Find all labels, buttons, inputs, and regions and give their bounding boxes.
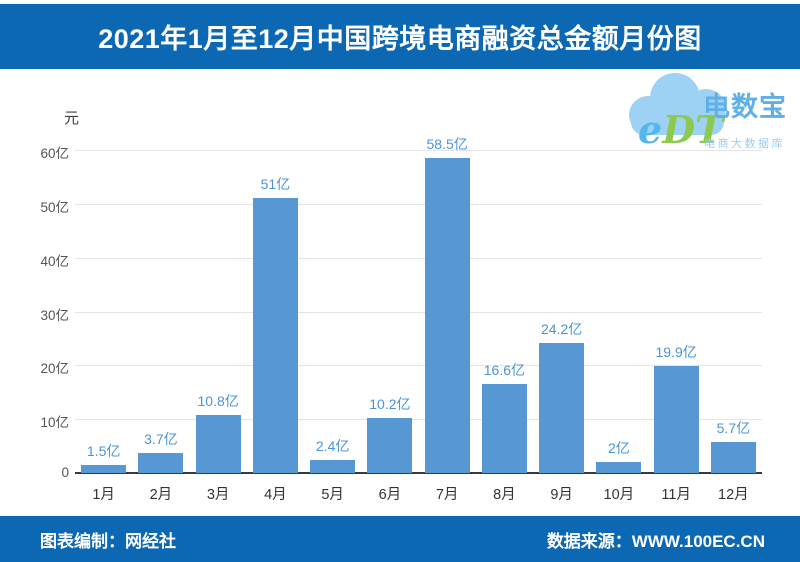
bar-value-label: 24.2亿 [541,320,583,337]
bar [252,198,298,473]
chart-area: 元 0 10亿 20亿 30亿 40亿 50亿 60亿 1.5亿 1月 3.7亿 2月 10.8亿 3月… [0,69,800,516]
bar [710,442,756,473]
bar-value-label: 3.7亿 [144,431,178,448]
bar [596,462,642,473]
bar-value-label: 10.8亿 [197,392,239,409]
y-axis-tick-label: 40亿 [40,253,69,269]
footer-credit: 图表编制：网经社 [40,531,176,551]
x-axis-line [75,472,762,474]
y-axis-tick-label: 60亿 [40,146,69,161]
bar-value-label: 5.7亿 [716,420,751,437]
bar [81,464,127,473]
edt-logo: eDT 电数宝 电商大数据库 [618,71,798,153]
x-axis-tick-label: 8月 [493,487,516,503]
bar-value-label: 58.5亿 [426,136,468,153]
bar [653,365,699,473]
x-axis-tick-label: 2月 [149,487,173,503]
x-axis-tick-label: 3月 [206,487,230,503]
x-axis-tick-label: 11月 [661,487,691,503]
cloud-icon [629,73,726,135]
bar-value-label: 19.9亿 [655,343,697,360]
bar-value-label: 2.4亿 [315,438,350,455]
y-axis-tick-label: 10亿 [40,415,69,431]
gridline [75,311,762,313]
y-axis-tick-label: 30亿 [40,307,69,323]
gridline [75,257,762,259]
x-axis-tick-label: 6月 [378,487,402,503]
bar-value-label: 10.2亿 [369,396,411,413]
x-axis-tick-label: 1月 [92,487,115,503]
gridline [75,203,762,205]
x-axis-tick-label: 12月 [718,487,749,503]
gridline [75,419,762,421]
bar-value-label: 51亿 [260,176,291,193]
bar-value-label: 1.5亿 [86,442,121,459]
bar-value-label: 2亿 [607,440,630,457]
bar [310,460,356,473]
bar [424,158,470,473]
edt-cloud-logo-graphic: eDT [629,73,726,152]
logo-name: 电数宝 [703,92,787,122]
gridline [75,150,762,151]
gridline [75,365,762,367]
y-axis-unit-label: 元 [64,110,80,127]
title-bar: 2021年1月至12月中国跨境电商融资总金额月份图 [0,4,800,69]
bar [539,342,585,473]
x-axis-tick-label: 4月 [264,487,287,503]
x-axis-tick-label: 5月 [321,487,344,503]
y-axis-tick-label: 20亿 [40,361,69,377]
page-title: 2021年1月至12月中国跨境电商融资总金额月份图 [98,24,702,54]
bar-value-label: 16.6亿 [483,361,525,378]
bar [367,418,413,473]
bar [195,414,241,473]
edt-logo-text: eDT [638,107,726,152]
bar [138,453,184,473]
bar [481,383,527,473]
x-axis-tick-label: 7月 [435,487,459,503]
footer-source: 数据来源：WWW.100EC.CN [546,531,765,551]
footer-bar: 图表编制：网经社 数据来源：WWW.100EC.CN [0,516,800,562]
x-axis-tick-label: 10月 [603,487,635,503]
plot-area: 0 10亿 20亿 30亿 40亿 50亿 60亿 1.5亿 1月 3.7亿 2月 10.8亿 3月 51… [40,136,762,503]
logo-subtitle: 电商大数据库 [704,138,785,150]
y-axis-tick-label: 0 [61,465,69,480]
x-axis-tick-label: 9月 [550,487,573,503]
y-axis-tick-label: 50亿 [40,199,69,215]
